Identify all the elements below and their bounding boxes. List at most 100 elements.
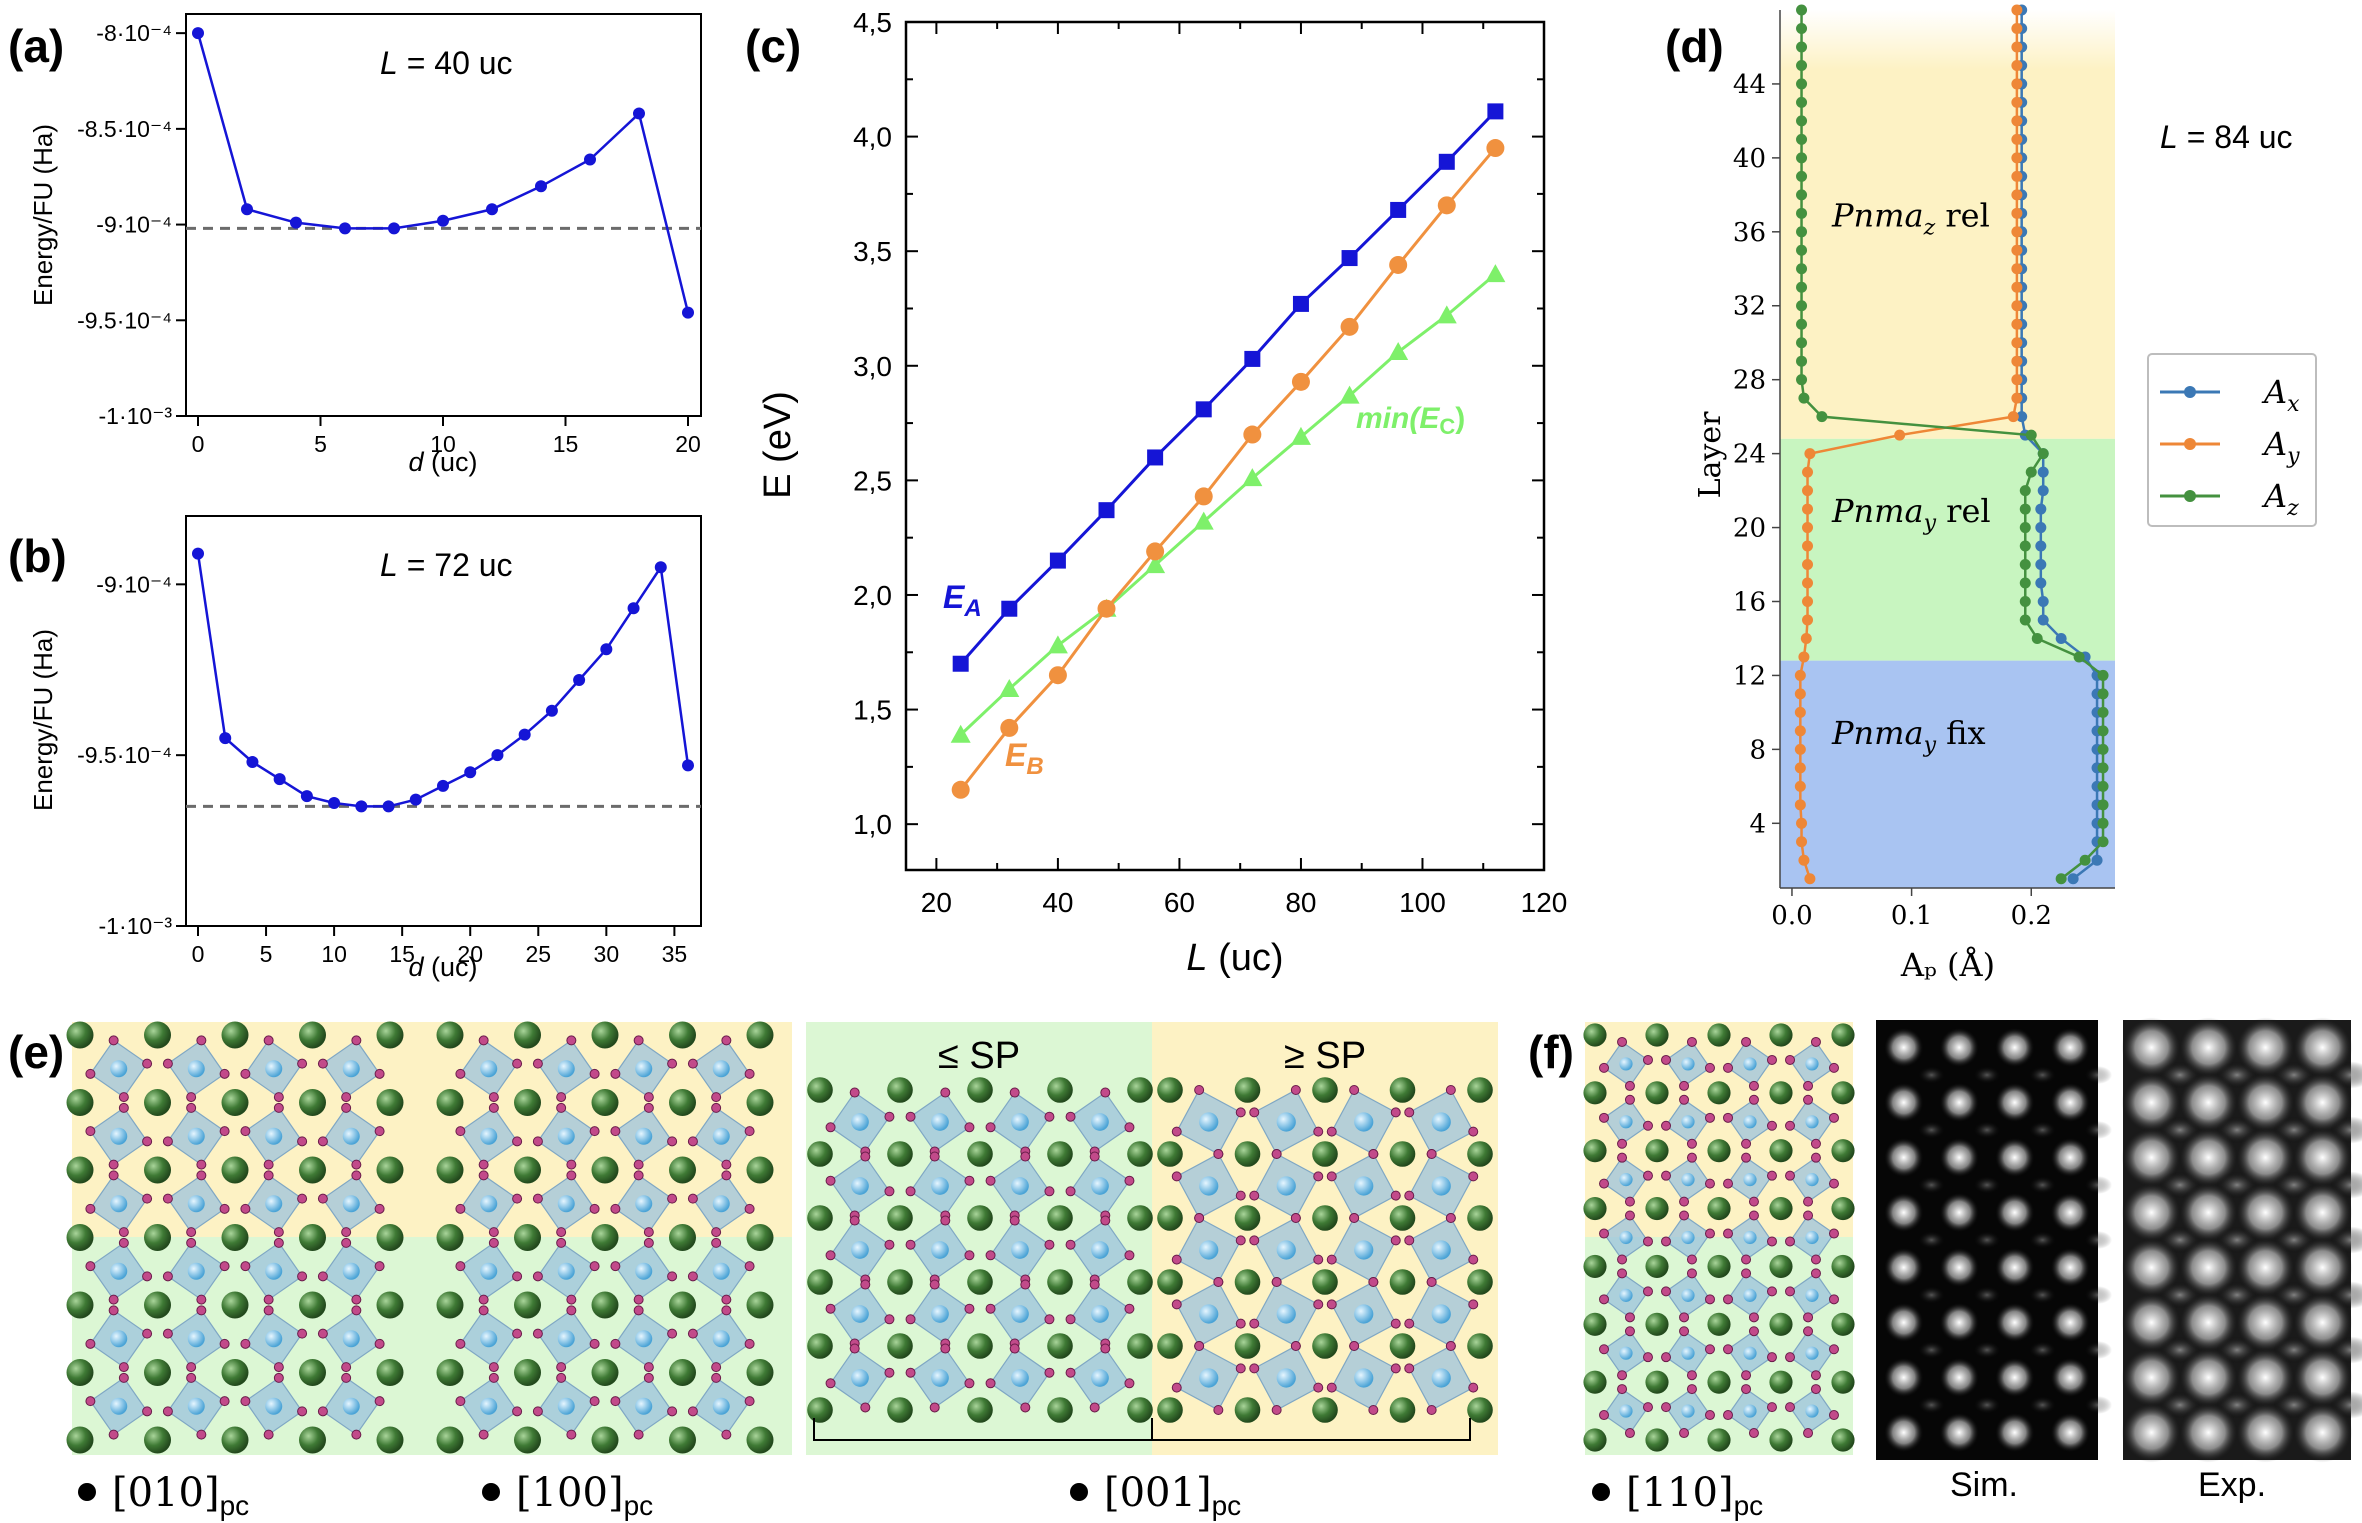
oxygen-atom (711, 1227, 722, 1238)
oxygen-atom (1624, 1196, 1635, 1207)
oxygen-atom (633, 1294, 644, 1305)
data-point (241, 203, 253, 216)
data-point-triangle (1242, 468, 1263, 487)
atom-column (1883, 1192, 1924, 1233)
exp-label: Exp. (2198, 1466, 2267, 1504)
oxygen-atom (1810, 1254, 1821, 1265)
oxygen-atom (85, 1338, 96, 1349)
atom-column (2292, 1072, 2353, 1133)
data-point (273, 773, 286, 786)
b-site-atom (480, 1397, 498, 1415)
oxygen-atom (85, 1396, 96, 1407)
oxygen-atom (1194, 1085, 1205, 1095)
oxygen-atom (566, 1294, 577, 1305)
series-line-E_B (959, 147, 1497, 791)
atom-column (2050, 1137, 2091, 1178)
oxygen-atom (566, 1035, 577, 1046)
oxygen-atom (1326, 1126, 1337, 1137)
panel-a-xlabel: d (uc) (408, 447, 477, 477)
b-site-atom (1354, 1368, 1374, 1388)
a-site-atom (1127, 1397, 1153, 1423)
data-point (1796, 374, 1808, 386)
a-site-atom (66, 1156, 94, 1184)
oxygen-atom (1235, 1190, 1246, 1201)
oxygen-atom (108, 1159, 119, 1170)
y-tick-label: 1,5 (853, 695, 892, 726)
data-point (2019, 559, 2031, 571)
a-site-atom (436, 1089, 464, 1116)
oxygen-atom (1468, 1126, 1479, 1137)
b-site-atom (1011, 1113, 1029, 1131)
x-tick-label: 20 (675, 431, 701, 457)
data-point-circle (1291, 372, 1310, 391)
data-point (535, 180, 547, 193)
stem-images (1883, 1017, 2362, 1463)
a-site-atom (1047, 1397, 1073, 1423)
oxygen-atom (118, 1092, 129, 1103)
b-site-atom (265, 1330, 283, 1348)
b-site-atom (1743, 1115, 1757, 1129)
oxygen-atom (1803, 1312, 1814, 1323)
b-site-atom (1199, 1176, 1219, 1196)
oxygen-atom (85, 1261, 96, 1272)
oxygen-atom (1741, 1138, 1752, 1149)
data-point (2011, 244, 2023, 256)
data-point (1796, 22, 1808, 34)
data-point (486, 203, 498, 216)
x-tick-label: 0.0 (1771, 901, 1812, 931)
oxygen-atom (1741, 1268, 1752, 1279)
oxygen-atom (940, 1343, 951, 1354)
oxygen-atom (1426, 1405, 1437, 1415)
x-tick-label: 5 (260, 941, 273, 967)
panel-c-label: (c) (745, 20, 801, 72)
data-point (2079, 854, 2091, 866)
atom-column (2121, 1072, 2182, 1133)
y-tick-label: 4,5 (853, 7, 892, 38)
oxygen-atom (1271, 1405, 1282, 1415)
panel-d-xlabel: Aₚ (Å) (1900, 946, 1995, 984)
b-site-atom (1619, 1115, 1633, 1129)
b-site-atom (1354, 1112, 1374, 1132)
a-site-atom (376, 1156, 404, 1184)
oxygen-atom (186, 1362, 197, 1373)
x-tick-label: 0.2 (2011, 901, 2052, 931)
a-site-atom (1645, 1254, 1669, 1278)
data-point (2019, 540, 2031, 552)
b-site-atom (557, 1060, 575, 1078)
y-tick-label: -8·10⁻⁴ (96, 20, 172, 46)
a-site-atom (1831, 1370, 1855, 1394)
oxygen-atom (1661, 1286, 1672, 1297)
data-point (491, 749, 504, 762)
atom-column (2050, 1247, 2091, 1288)
oxygen-atom (532, 1271, 543, 1282)
oxygen-atom (849, 1087, 860, 1098)
a-site-atom (1707, 1081, 1731, 1105)
a-site-atom (1157, 1141, 1183, 1167)
a-site-atom (1707, 1312, 1731, 1336)
oxygen-atom (1785, 1236, 1796, 1247)
data-point (1794, 688, 1806, 700)
data-point (2037, 595, 2049, 607)
data-point (2035, 522, 2047, 534)
oxygen-atom (721, 1305, 732, 1316)
a-site-atom (376, 1089, 404, 1116)
data-point (2097, 780, 2109, 792)
a-site-atom (1047, 1141, 1073, 1167)
panel-a-label: (a) (8, 20, 64, 72)
oxygen-atom (1741, 1370, 1752, 1381)
oxygen-atom (1686, 1370, 1697, 1381)
oxygen-atom (488, 1372, 499, 1383)
data-point (2067, 873, 2079, 885)
oxygen-atom (1599, 1228, 1610, 1239)
a-site-atom (591, 1359, 619, 1386)
legend-label-main: A (2261, 425, 2287, 463)
data-point (627, 602, 640, 615)
b-site-atom (1354, 1176, 1374, 1196)
data-point (339, 222, 351, 235)
oxygen-atom (1828, 1178, 1839, 1189)
b-site-atom (712, 1330, 730, 1348)
b-site-atom (1805, 1057, 1819, 1071)
oxygen-atom (1326, 1299, 1337, 1310)
a-site-atom (807, 1077, 833, 1103)
panel-a-ylabel-text: Energy/FU (Ha) (28, 124, 58, 306)
